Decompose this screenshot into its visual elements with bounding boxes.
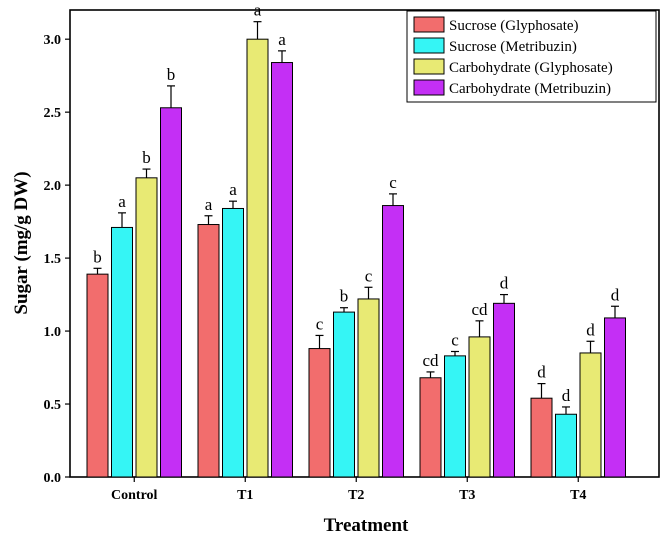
- bar: [555, 413, 577, 478]
- significance-label: d: [611, 285, 620, 304]
- bar: [444, 355, 466, 478]
- x-tick-label: Control: [111, 488, 158, 503]
- legend-swatch: [413, 58, 445, 75]
- bar: [308, 348, 331, 478]
- significance-label: a: [118, 192, 126, 211]
- x-tick-label: T1: [237, 488, 253, 503]
- bar: [246, 38, 269, 478]
- significance-label: d: [537, 363, 546, 382]
- y-tick-label: 3.0: [44, 33, 62, 48]
- significance-label: b: [167, 65, 176, 84]
- x-tick-label: T2: [348, 488, 364, 503]
- bar: [357, 298, 380, 478]
- significance-label: b: [93, 247, 102, 266]
- legend-label: Carbohydrate (Metribuzin): [449, 81, 611, 97]
- significance-label: cd: [471, 300, 488, 319]
- y-tick-label: 2.0: [44, 179, 62, 194]
- bar: [160, 107, 182, 478]
- x-tick-label: T4: [570, 488, 586, 503]
- x-tick-label: T3: [459, 488, 475, 503]
- bar: [468, 336, 491, 478]
- legend-box: [406, 10, 657, 103]
- significance-label: d: [500, 274, 509, 293]
- bar: [579, 352, 602, 478]
- y-tick-label: 2.5: [44, 106, 62, 121]
- significance-label: a: [205, 195, 213, 214]
- significance-label: a: [278, 30, 286, 49]
- bar: [135, 177, 158, 478]
- significance-label: c: [316, 314, 324, 333]
- legend-label: Sucrose (Glyphosate): [449, 18, 579, 34]
- significance-label: c: [451, 330, 459, 349]
- significance-label: a: [254, 1, 262, 20]
- bar: [197, 224, 220, 478]
- bar: [111, 226, 133, 478]
- significance-label: a: [229, 180, 237, 199]
- legend-label: Carbohydrate (Glyphosate): [449, 60, 613, 76]
- significance-label: cd: [422, 351, 439, 370]
- x-axis-title: Treatment: [324, 515, 409, 536]
- y-tick-label: 1.5: [44, 252, 62, 267]
- legend-items: Sucrose (Glyphosate) Sucrose (Metribuzin)…: [413, 16, 613, 97]
- legend-label: Sucrose (Metribuzin): [449, 39, 577, 55]
- y-tick-label: 0.0: [44, 471, 62, 486]
- legend-swatch: [413, 16, 445, 33]
- significance-label: c: [389, 173, 397, 192]
- legend-swatch: [413, 37, 445, 54]
- legend: Sucrose (Glyphosate) Sucrose (Metribuzin)…: [406, 10, 657, 103]
- y-tick-label: 0.5: [44, 398, 62, 413]
- bar: [419, 377, 442, 478]
- significance-label: d: [562, 386, 571, 405]
- bar: [86, 273, 109, 478]
- bar: [604, 317, 626, 478]
- y-tick-label: 1.0: [44, 325, 62, 340]
- bar: [493, 302, 515, 478]
- ticks-layer: Control T1 T2 T3 T4 0.0 0.5 1.0 1.5 2.0 2.5 3.0: [44, 33, 587, 503]
- legend-swatch: [413, 79, 445, 96]
- bar: [271, 62, 293, 478]
- significance-label: b: [340, 287, 349, 306]
- significance-label: b: [142, 148, 151, 167]
- significance-label: c: [365, 266, 373, 285]
- bar: [382, 205, 404, 478]
- bar: [333, 311, 355, 478]
- significance-label: d: [586, 320, 595, 339]
- y-axis-title: Sugar (mg/g DW): [11, 171, 32, 314]
- bar: [530, 397, 553, 478]
- bar: [222, 207, 244, 478]
